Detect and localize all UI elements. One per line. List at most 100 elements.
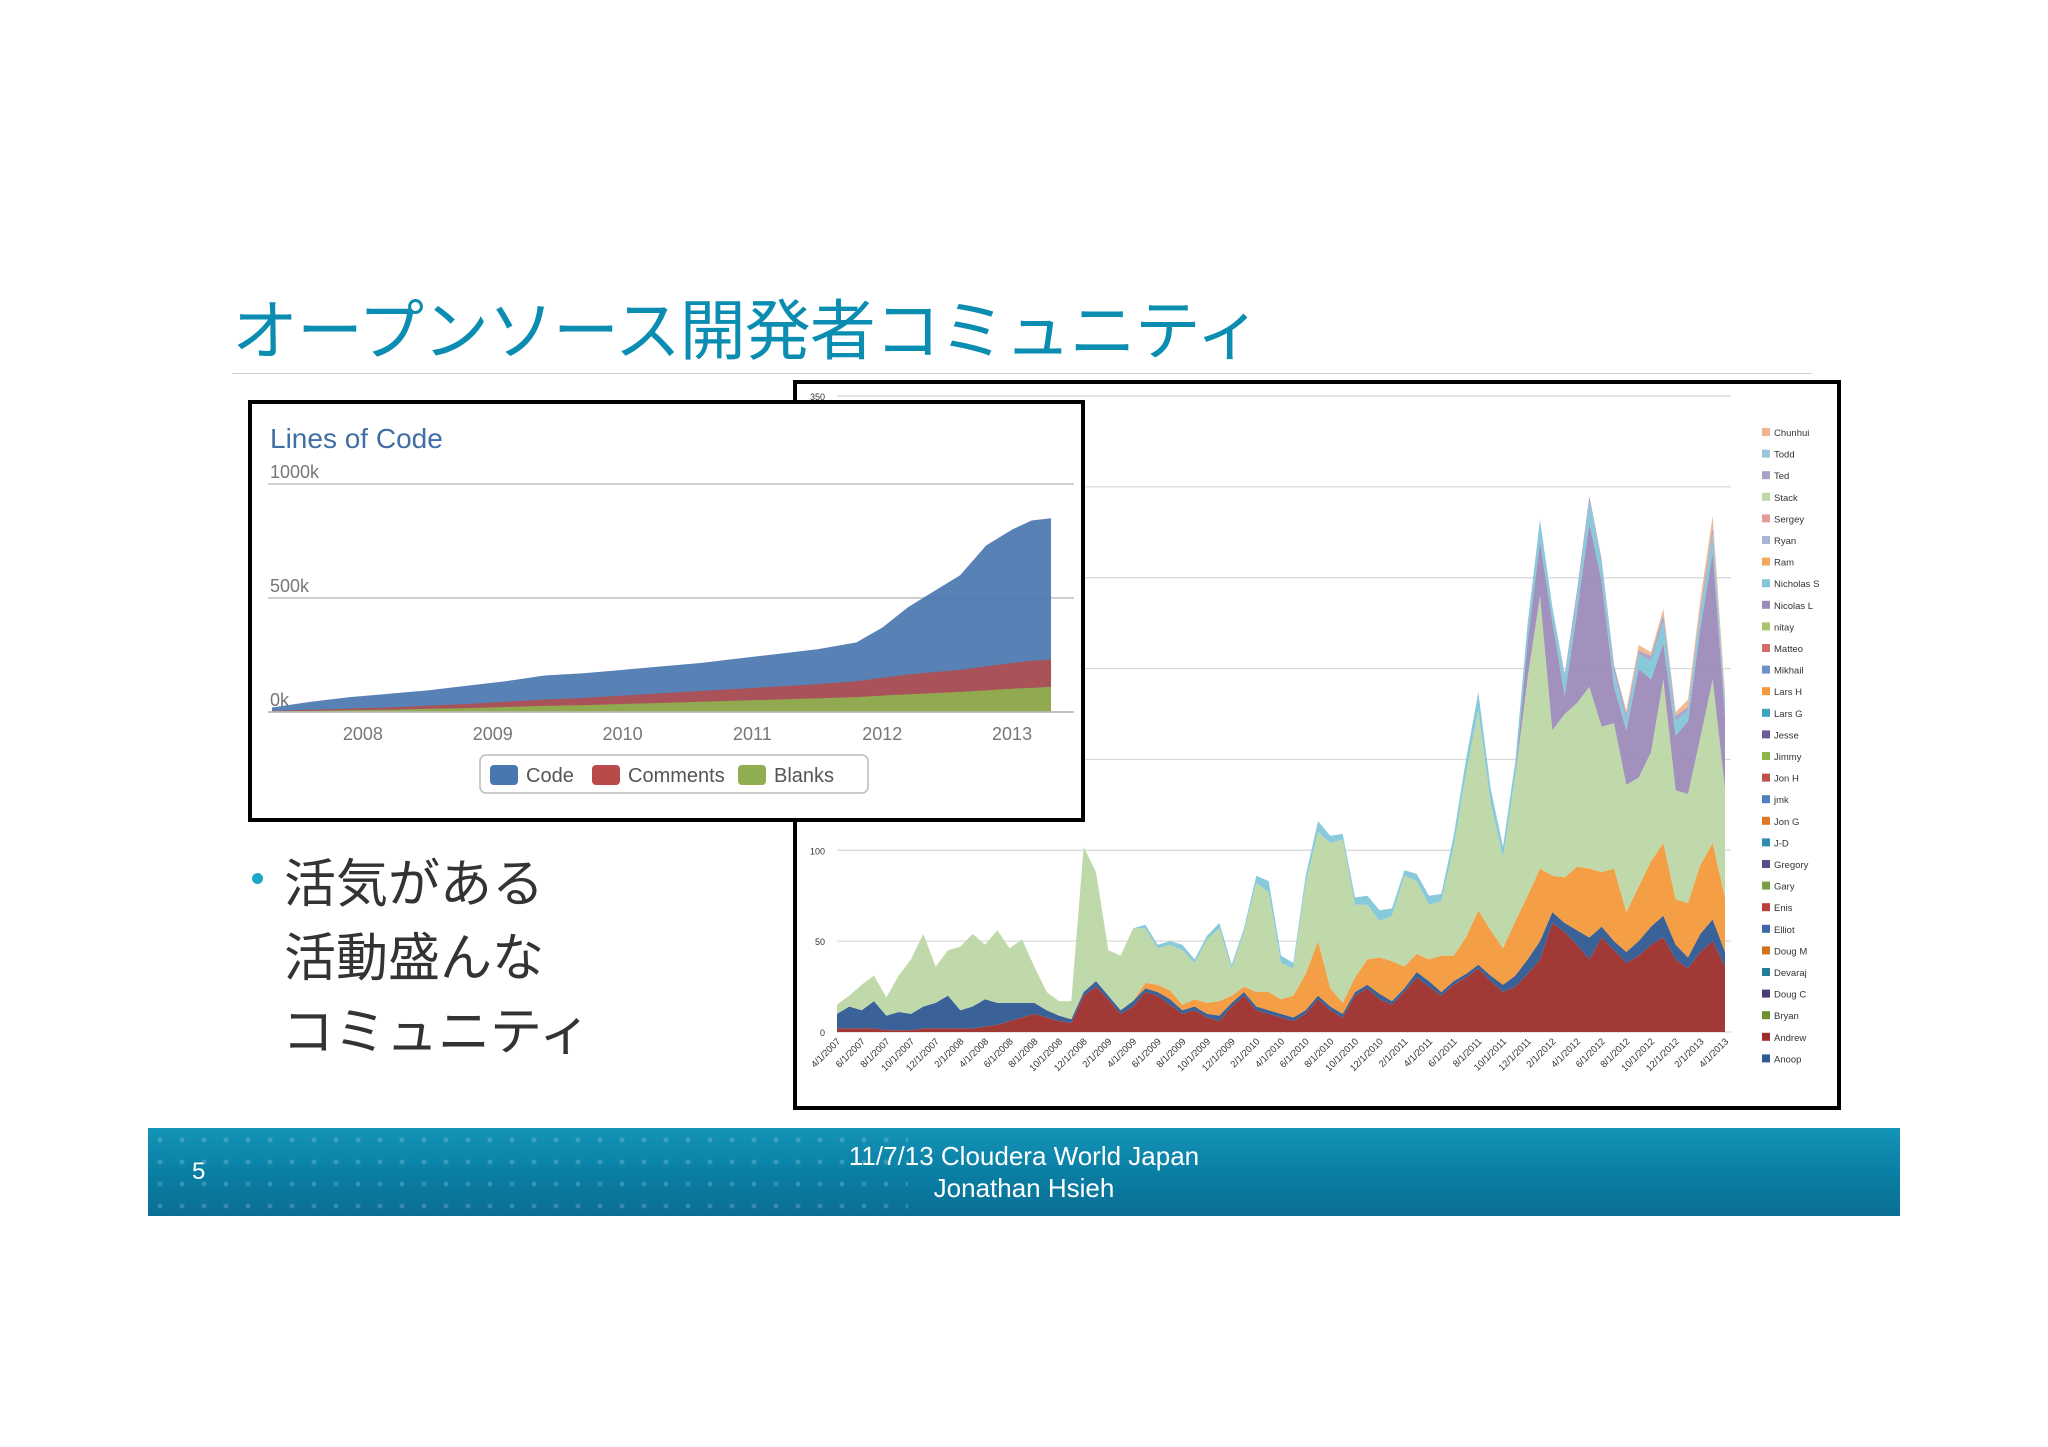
legend-swatch: [1762, 838, 1770, 847]
legend-label: Stack: [1774, 493, 1798, 504]
legend-label: Blanks: [774, 765, 834, 787]
series-area-anoop: [837, 912, 1725, 1031]
legend-label: Chunhui: [1774, 428, 1809, 439]
legend-label: Mikhail: [1774, 666, 1804, 677]
x-tick-label: 2012: [862, 724, 902, 744]
legend-swatch: [1762, 708, 1770, 717]
legend-label: Doug M: [1774, 946, 1807, 957]
legend-label: Comments: [628, 765, 725, 787]
y-tick-label: 0: [820, 1028, 825, 1038]
legend-label: Elliot: [1774, 925, 1795, 936]
legend-label: Sergey: [1774, 514, 1804, 525]
y-tick-label: 100: [810, 846, 825, 856]
series-area-andrew: [837, 922, 1725, 1032]
y-tick-label: 500k: [270, 576, 310, 596]
lines-of-code-chart-frame: Lines of Code 1000k 500k 0k 2008 2009 2010 2011…: [248, 400, 1085, 822]
legend-label: Enis: [1774, 903, 1793, 914]
legend-swatch: [1762, 1032, 1770, 1041]
bullet-dot: [252, 873, 263, 884]
legend-label: Andrew: [1774, 1033, 1806, 1044]
legend-swatch: [1762, 600, 1770, 609]
legend-label: Jon G: [1774, 817, 1799, 828]
legend-swatch: [1762, 687, 1770, 696]
legend-label: Ram: [1774, 558, 1794, 569]
lines-of-code-chart: Lines of Code 1000k 500k 0k 2008 2009 2010 2011…: [268, 423, 1074, 794]
legend-swatch: [738, 765, 766, 785]
legend-label: Jimmy: [1774, 752, 1802, 763]
legend-label: Code: [526, 765, 574, 787]
x-tick-label: 2009: [473, 724, 513, 744]
legend-swatch: [490, 765, 518, 785]
legend-swatch: [1762, 644, 1770, 652]
legend-label: Nicholas S: [1774, 579, 1819, 590]
legend-label: Bryan: [1774, 1011, 1799, 1022]
x-tick-label: 2013: [992, 724, 1032, 744]
legend-swatch: [1762, 730, 1770, 739]
legend-swatch: [1762, 773, 1770, 782]
x-tick-label: 2011: [733, 724, 772, 744]
legend-label: Jon H: [1774, 774, 1799, 785]
legend-swatch: [1762, 924, 1770, 933]
legend-label: Ted: [1774, 471, 1789, 482]
y-tick-label: 50: [815, 937, 825, 947]
legend-swatch: [1762, 903, 1770, 912]
legend-swatch: [1762, 968, 1770, 976]
bullet-line-3: コミュニティ: [282, 1003, 591, 1063]
legend-label: nitay: [1774, 622, 1794, 633]
y-tick-label: 350: [810, 392, 825, 402]
legend-label: Gary: [1774, 882, 1795, 893]
title-divider: [232, 373, 1812, 374]
slide-title: オープンソース開発者コミュニティ: [232, 293, 1262, 370]
legend-swatch: [592, 765, 620, 785]
legend-label: jmk: [1773, 795, 1789, 806]
footer-author: Jonathan Hsieh: [933, 1173, 1115, 1203]
footer-bar: 5 11/7/13 Cloudera World Japan Jonathan …: [148, 1128, 1900, 1216]
legend-label: Lars G: [1774, 709, 1803, 720]
legend-swatch: [1762, 622, 1770, 631]
legend-swatch: [1762, 989, 1770, 998]
legend-swatch: [1762, 665, 1770, 674]
series-area-stack: [837, 595, 1725, 1020]
series-blanks-area: [272, 686, 1052, 712]
legend-label: Ryan: [1774, 536, 1796, 547]
legend-swatch: [1762, 471, 1770, 480]
bullet-line-2: 活動盛んな: [284, 929, 545, 989]
contributors-chart: 3501005004/1/20076/1/20078/1/200710/1/20…: [809, 392, 1819, 1074]
legend-label: Devaraj: [1774, 968, 1807, 979]
legend-label: Anoop: [1774, 1054, 1801, 1065]
legend-swatch: [1762, 752, 1770, 760]
page-number: 5: [192, 1158, 206, 1185]
legend-swatch: [1762, 946, 1770, 955]
footer-pattern: [148, 1128, 908, 1216]
legend-swatch: [1762, 514, 1770, 523]
legend-swatch: [1762, 492, 1770, 501]
footer-event: 11/7/13 Cloudera World Japan: [848, 1141, 1200, 1171]
y-tick-label: 0k: [270, 690, 290, 710]
legend-swatch: [1762, 816, 1770, 825]
legend-label: Doug C: [1774, 990, 1806, 1001]
legend-swatch: [1762, 1011, 1770, 1020]
legend-label: Todd: [1774, 450, 1795, 461]
legend-label: Gregory: [1774, 860, 1809, 871]
legend-swatch: [1762, 557, 1770, 566]
x-tick-label: 2010: [603, 724, 643, 744]
legend-label: Lars H: [1774, 687, 1802, 698]
legend-box: [479, 754, 869, 794]
legend-swatch: [1762, 795, 1770, 804]
legend-swatch: [1762, 428, 1770, 436]
series-area-lars-h: [837, 843, 1725, 1020]
legend-swatch: [1762, 536, 1770, 544]
legend-label: J-D: [1774, 838, 1789, 849]
legend-label: Nicolas L: [1774, 601, 1813, 612]
bullet-line-1: 活気がある: [284, 855, 545, 915]
legend-swatch: [1762, 449, 1770, 458]
legend-swatch: [1762, 579, 1770, 588]
legend-label: Jesse: [1774, 730, 1799, 741]
legend-swatch: [1762, 1054, 1770, 1063]
chart-title: Lines of Code: [270, 423, 443, 454]
legend-label: Matteo: [1774, 644, 1803, 655]
legend-swatch: [1762, 860, 1770, 868]
legend-swatch: [1762, 881, 1770, 890]
x-tick-label: 2008: [343, 724, 383, 744]
y-tick-label: 1000k: [270, 462, 320, 482]
